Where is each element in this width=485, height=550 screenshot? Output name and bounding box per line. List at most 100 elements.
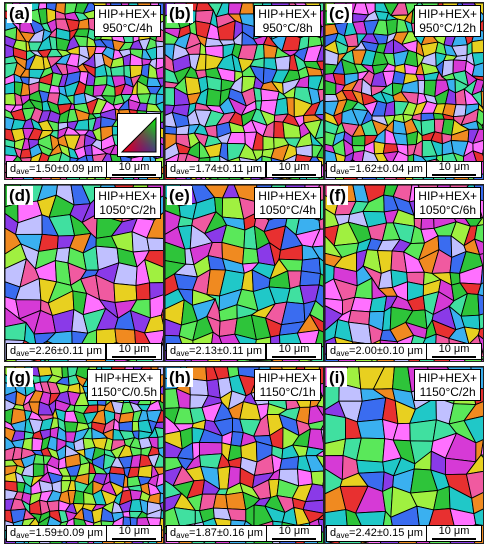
grain xyxy=(154,421,163,429)
average-grain-size: dave=2.42±0.15 μm xyxy=(326,525,427,542)
grain xyxy=(471,492,483,515)
condition-line-2: 1050°C/4h xyxy=(259,203,317,217)
grain xyxy=(310,360,313,361)
scale-bar: 10 μm xyxy=(266,525,322,542)
grain xyxy=(153,453,163,468)
grain xyxy=(315,455,323,468)
grain xyxy=(322,484,323,489)
grain xyxy=(135,282,151,301)
grain xyxy=(482,149,483,155)
panel-label: (b) xyxy=(167,4,193,23)
grain xyxy=(155,473,163,488)
grain xyxy=(160,508,163,520)
grain xyxy=(155,101,163,113)
grain xyxy=(309,300,323,323)
grain xyxy=(302,499,323,514)
grain xyxy=(137,464,153,479)
scale-bar: 10 μm xyxy=(426,161,482,178)
grain xyxy=(417,79,426,95)
grain xyxy=(314,119,323,140)
ebsd-panel: (b) HIP+HEX+ 950°C/8h dave=1.74±0.11 μm 10 μ… xyxy=(164,2,324,180)
grain xyxy=(320,424,323,431)
grain xyxy=(482,19,483,21)
grain xyxy=(480,83,483,92)
grain xyxy=(165,87,175,107)
grain xyxy=(319,36,323,47)
grain xyxy=(310,470,323,487)
grain xyxy=(316,395,323,408)
panel-label: (g) xyxy=(7,368,33,387)
grain xyxy=(155,66,163,79)
condition-line-2: 1050°C/2h xyxy=(99,203,157,217)
grain xyxy=(226,508,247,522)
grain xyxy=(452,104,467,118)
grain xyxy=(476,217,483,227)
grain xyxy=(320,428,323,443)
condition-line-1: HIP+HEX+ xyxy=(418,371,477,385)
grain xyxy=(481,106,483,110)
average-grain-size: dave=1.50±0.09 μm xyxy=(6,161,107,178)
grain xyxy=(315,405,323,417)
ebsd-panel: (h) HIP+HEX+ 1150°C/1h dave=1.87±0.16 μm 10 … xyxy=(164,366,324,544)
panel-label: (c) xyxy=(327,4,352,23)
grain xyxy=(157,436,163,450)
grain xyxy=(155,40,163,48)
grain xyxy=(472,150,483,163)
grain xyxy=(472,128,483,145)
ebsd-panel: (e) HIP+HEX+ 1050°C/4h dave=2.13±0.11 μm 10 … xyxy=(164,184,324,362)
grain xyxy=(149,282,163,300)
grain xyxy=(356,459,385,474)
grain xyxy=(46,500,60,512)
grain xyxy=(153,466,163,476)
grain xyxy=(356,418,386,440)
scale-bar: 10 μm xyxy=(106,161,162,178)
grain xyxy=(318,272,323,287)
grain xyxy=(314,329,323,348)
average-grain-size: dave=1.59±0.09 μm xyxy=(6,525,107,542)
grain xyxy=(144,250,163,268)
scale-bar: 10 μm xyxy=(266,161,322,178)
condition-line-1: HIP+HEX+ xyxy=(258,7,317,21)
grain xyxy=(305,455,323,473)
scale-bar: 10 μm xyxy=(106,525,162,542)
grain xyxy=(299,270,321,287)
grain xyxy=(146,212,163,239)
grain xyxy=(279,456,300,470)
grain xyxy=(307,428,323,451)
grain xyxy=(317,88,323,103)
grain xyxy=(369,295,388,313)
grain xyxy=(118,420,133,432)
condition-line-1: HIP+HEX+ xyxy=(258,189,317,203)
grain xyxy=(32,453,45,465)
grain xyxy=(156,409,163,423)
scale-bar: 10 μm xyxy=(426,525,482,542)
grain xyxy=(477,327,483,340)
grain xyxy=(478,313,483,330)
treatment-condition: HIP+HEX+ 1050°C/2h xyxy=(94,187,161,219)
average-grain-size: dave=2.13±0.11 μm xyxy=(166,343,267,360)
grain xyxy=(32,463,45,478)
grain xyxy=(146,237,163,252)
grain xyxy=(161,335,163,344)
grain xyxy=(360,540,370,543)
grain xyxy=(314,136,323,147)
grain xyxy=(313,114,323,121)
grain xyxy=(477,102,483,113)
ebsd-panel: (i) HIP+HEX+ 1150°C/2h dave=2.42±0.15 μm 10 … xyxy=(324,366,484,544)
grain xyxy=(477,293,483,316)
grain xyxy=(155,85,163,96)
grain xyxy=(315,450,323,457)
grain xyxy=(315,284,323,308)
panel-label: (i) xyxy=(327,368,348,387)
condition-line-1: HIP+HEX+ xyxy=(418,7,477,21)
condition-line-1: HIP+HEX+ xyxy=(258,371,317,385)
grain xyxy=(198,441,223,456)
grain xyxy=(480,357,483,361)
grain xyxy=(159,492,163,505)
grain xyxy=(311,228,323,248)
condition-line-2: 1150°C/2h xyxy=(419,385,476,399)
grain xyxy=(471,62,483,78)
treatment-condition: HIP+HEX+ 1050°C/6h xyxy=(414,187,481,219)
ebsd-panel: (g) HIP+HEX+ 1150°C/0.5h dave=1.59±0.09 μm 1… xyxy=(4,366,164,544)
ipf-color-key-icon xyxy=(117,113,161,157)
